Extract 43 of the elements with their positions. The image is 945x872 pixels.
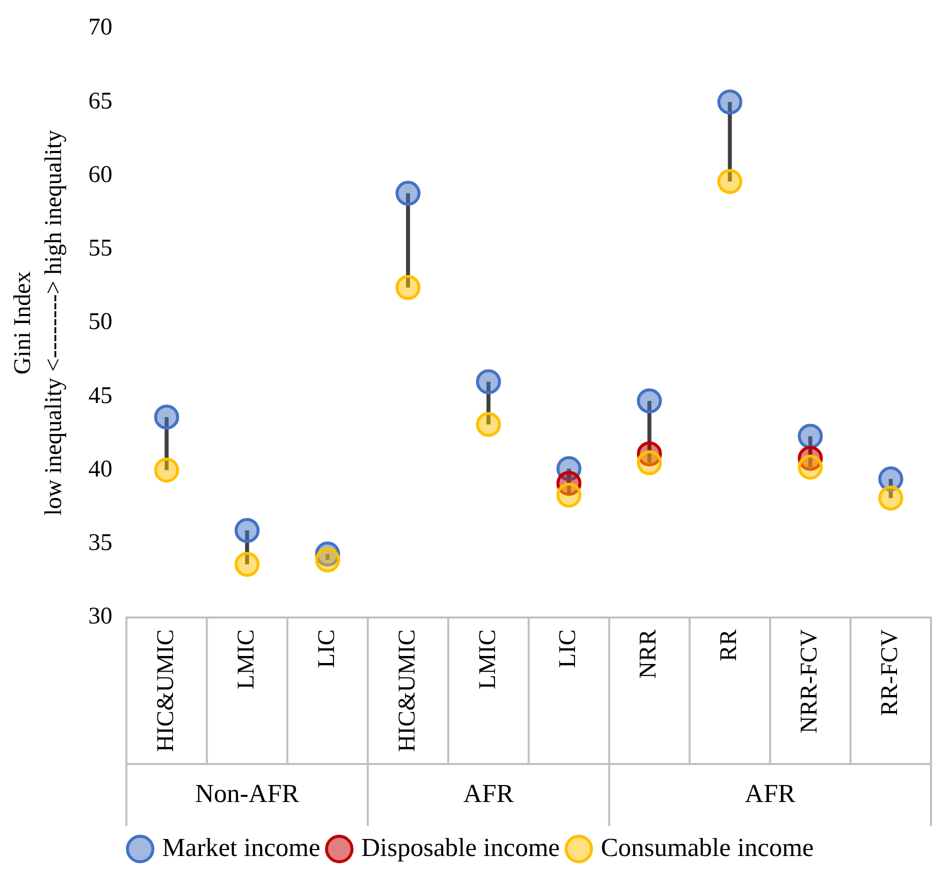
point [476, 369, 501, 394]
point [154, 458, 180, 483]
point [396, 275, 421, 300]
point [717, 169, 742, 194]
y-tick-label: 35 [88, 530, 112, 556]
x-tick-label: LMIC [233, 629, 260, 690]
x-tick-label: NRR-FCV [796, 628, 823, 734]
point [315, 547, 340, 572]
point [476, 412, 501, 437]
x-tick-label: LMIC [474, 629, 501, 690]
point [234, 518, 260, 543]
y-tick-label: 40 [88, 456, 112, 482]
y-tick-label: 65 [88, 88, 112, 114]
point [636, 388, 662, 414]
point [878, 486, 904, 511]
y-tick-label: 70 [88, 14, 112, 41]
text: AFR [744, 778, 796, 808]
x-tick-label: LIC [314, 629, 340, 668]
x-tick-label: RR [716, 629, 742, 662]
y-tick-label: 50 [88, 309, 112, 336]
point [154, 404, 180, 430]
point [798, 454, 823, 480]
x-tick-label: HIC&UMIC [152, 629, 179, 752]
legend-label: Market income [162, 832, 320, 862]
point [556, 482, 582, 508]
point [396, 180, 421, 206]
y-tick-label: 60 [88, 162, 112, 188]
legend-label: Consumable income [600, 832, 814, 862]
point [798, 424, 823, 449]
x-tick-label: HIC&UMIC [394, 629, 420, 752]
legend-label: Disposable income [361, 832, 560, 862]
text: AFR [463, 778, 514, 808]
y-tick-label: 45 [88, 382, 112, 409]
x-tick-label: LIC [555, 629, 582, 668]
y-tick-label: 55 [88, 236, 112, 262]
point [636, 450, 662, 476]
y-axis-title: Gini Index low inequality <--------> high inequality [10, 130, 68, 516]
text: Non-AFR [195, 778, 300, 808]
x-tick-label: NRR [636, 629, 662, 679]
point [717, 90, 742, 115]
y-tick-label: 30 [88, 604, 112, 630]
point [234, 552, 260, 577]
x-tick-label: RR-FCV [877, 628, 904, 716]
